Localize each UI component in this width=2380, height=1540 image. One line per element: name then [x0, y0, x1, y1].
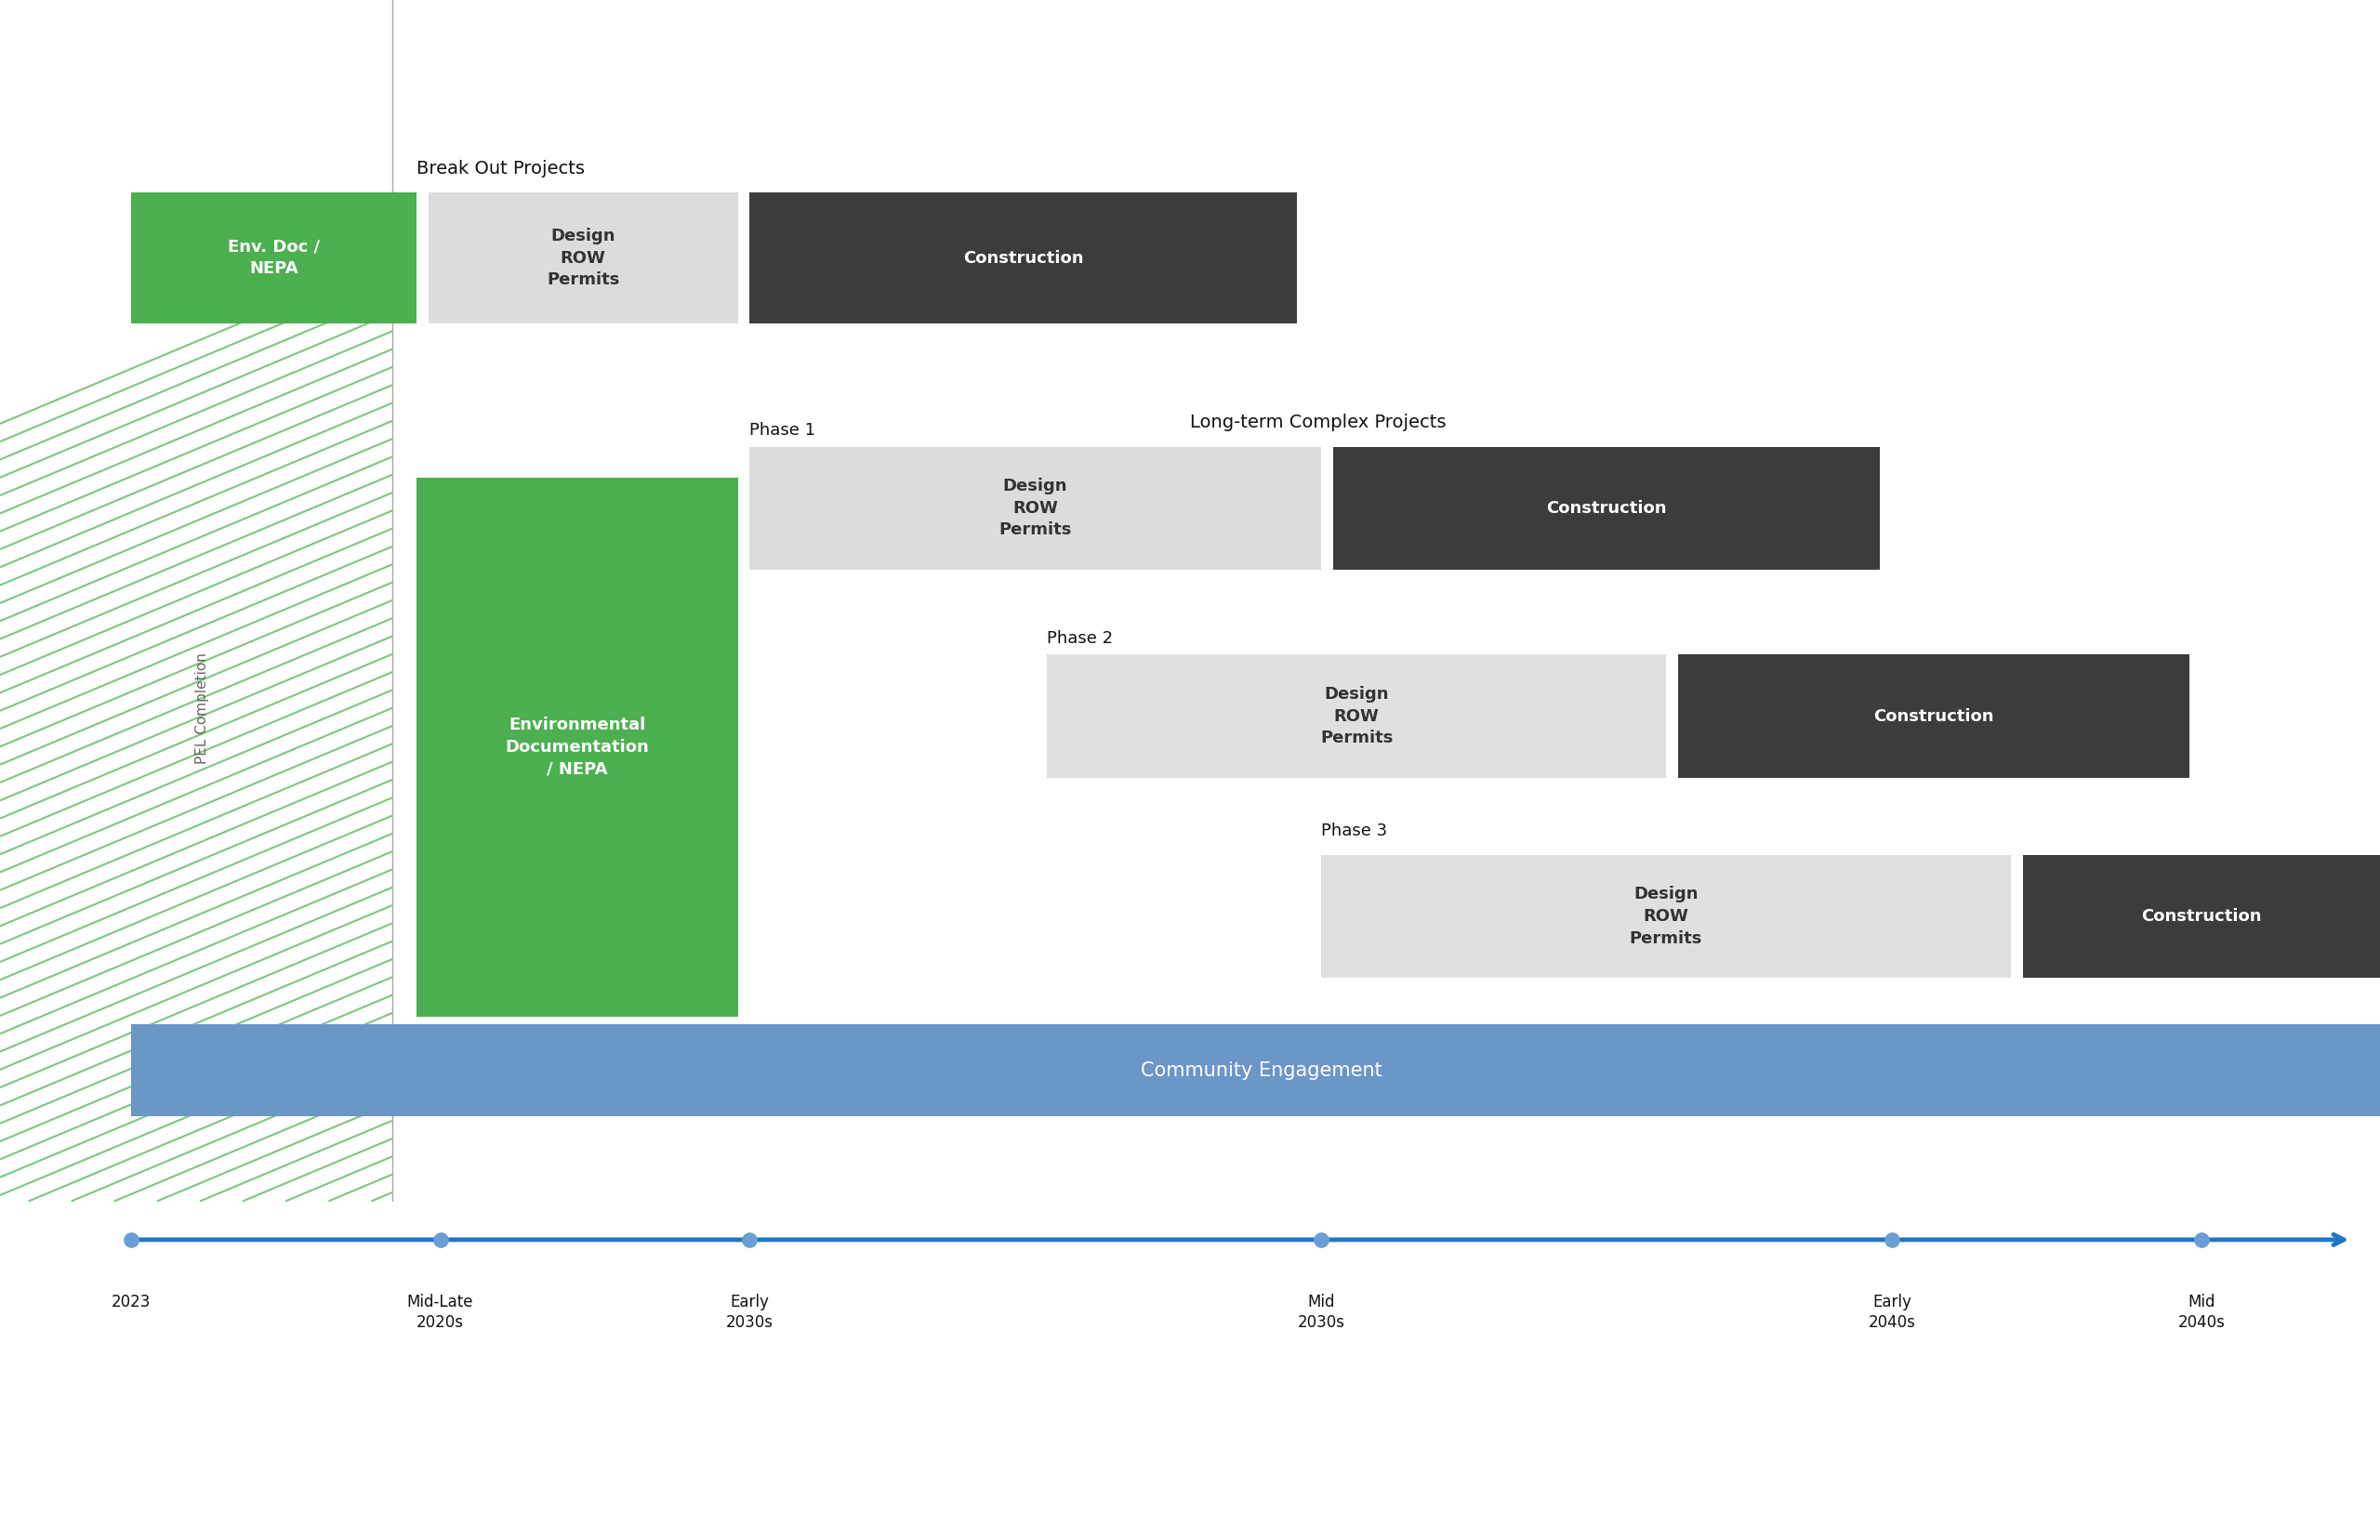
Text: Early
2040s: Early 2040s	[1868, 1294, 1916, 1331]
Text: PEL Completion: PEL Completion	[195, 653, 209, 764]
Text: Design
ROW
Permits: Design ROW Permits	[1321, 685, 1392, 747]
Text: Design
ROW
Permits: Design ROW Permits	[1000, 477, 1071, 539]
Bar	[1333, 447, 1880, 570]
Bar	[2023, 855, 2380, 978]
Text: Early
2030s: Early 2030s	[726, 1294, 774, 1331]
Text: 2023: 2023	[112, 1294, 150, 1311]
Text: Design
ROW
Permits: Design ROW Permits	[1630, 886, 1702, 947]
Text: Phase 1: Phase 1	[750, 422, 816, 439]
Bar	[131, 192, 416, 323]
Bar	[750, 447, 1321, 570]
Text: Design
ROW
Permits: Design ROW Permits	[547, 228, 619, 288]
Text: Construction: Construction	[1873, 708, 1994, 724]
Bar	[131, 1024, 2380, 1116]
Bar	[1678, 654, 2190, 778]
Text: Long-term Complex Projects: Long-term Complex Projects	[1190, 414, 1447, 431]
Bar	[1047, 654, 1666, 778]
Bar	[750, 192, 1297, 323]
Text: Mid-Late
2020s: Mid-Late 2020s	[407, 1294, 474, 1331]
Text: Mid
2040s: Mid 2040s	[2178, 1294, 2225, 1331]
Text: Phase 2: Phase 2	[1047, 630, 1114, 647]
Text: Construction: Construction	[1547, 500, 1666, 516]
Bar	[416, 477, 738, 1016]
Text: Env. Doc /
NEPA: Env. Doc / NEPA	[228, 239, 319, 277]
Bar	[1321, 855, 2011, 978]
Text: Construction: Construction	[964, 249, 1083, 266]
Bar	[0, 0, 393, 1201]
Text: Mid
2030s: Mid 2030s	[1297, 1294, 1345, 1331]
Text: Community Engagement: Community Engagement	[1140, 1061, 1383, 1080]
Text: Phase 3: Phase 3	[1321, 822, 1388, 839]
Bar	[428, 192, 738, 323]
Text: Environmental
Documentation
/ NEPA: Environmental Documentation / NEPA	[505, 716, 650, 778]
Text: Construction: Construction	[2142, 909, 2261, 924]
Text: Break Out Projects: Break Out Projects	[416, 160, 585, 177]
